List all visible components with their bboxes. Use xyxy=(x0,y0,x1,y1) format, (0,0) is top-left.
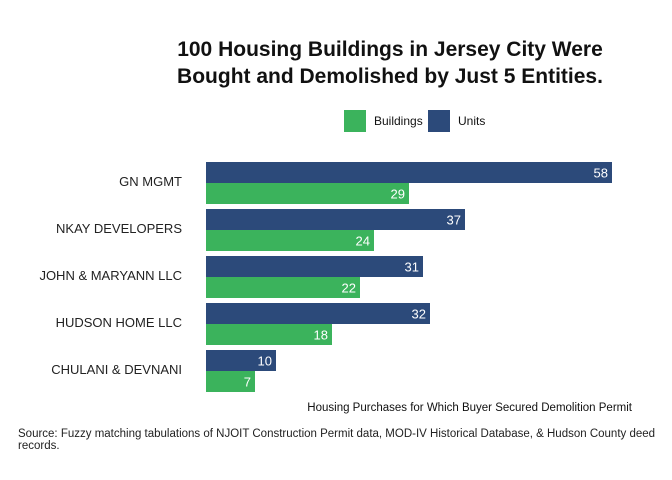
data-label-units: 31 xyxy=(405,260,419,275)
legend-swatch-buildings xyxy=(344,110,366,132)
source-note: Source: Fuzzy matching tabulations of NJ… xyxy=(18,428,656,452)
data-label-buildings: 24 xyxy=(356,234,370,249)
chart-title-line-1: 100 Housing Buildings in Jersey City Wer… xyxy=(177,38,603,61)
data-label-units: 58 xyxy=(594,166,608,181)
category-label: NKAY DEVELOPERS xyxy=(56,221,182,236)
bar-buildings xyxy=(206,371,255,392)
bar-units xyxy=(206,256,423,277)
data-label-units: 32 xyxy=(412,307,426,322)
bar-buildings xyxy=(206,277,360,298)
legend: Buildings Units xyxy=(0,110,672,132)
category-label: CHULANI & DEVNANI xyxy=(51,362,182,377)
bar-units xyxy=(206,303,430,324)
legend-item-buildings: Buildings xyxy=(344,110,423,132)
bar-buildings xyxy=(206,183,409,204)
category-label: HUDSON HOME LLC xyxy=(56,315,182,330)
bar-units xyxy=(206,209,465,230)
legend-item-units: Units xyxy=(428,110,485,132)
data-label-buildings: 7 xyxy=(244,375,251,390)
data-label-buildings: 18 xyxy=(314,328,328,343)
category-label: GN MGMT xyxy=(119,174,182,189)
bar-buildings xyxy=(206,324,332,345)
legend-swatch-units xyxy=(428,110,450,132)
legend-label-units: Units xyxy=(458,114,486,128)
bar-buildings xyxy=(206,230,374,251)
bar-chart: GN MGMT 58 29 NKAY DEVELOPERS 37 24 JOHN & MAR… xyxy=(39,162,612,392)
chart-title-line-2: Bought and Demolished by Just 5 Entities… xyxy=(177,65,603,88)
bar-units xyxy=(206,350,276,371)
chart-note: Housing Purchases for Which Buyer Secure… xyxy=(307,402,632,414)
chart-title: 100 Housing Buildings in Jersey City Wer… xyxy=(150,36,630,90)
legend-label-buildings: Buildings xyxy=(374,114,423,128)
data-label-buildings: 22 xyxy=(342,281,356,296)
category-label: JOHN & MARYANN LLC xyxy=(39,268,182,283)
data-label-buildings: 29 xyxy=(391,187,405,202)
bar-units xyxy=(206,162,612,183)
data-label-units: 37 xyxy=(447,213,461,228)
data-label-units: 10 xyxy=(258,354,272,369)
